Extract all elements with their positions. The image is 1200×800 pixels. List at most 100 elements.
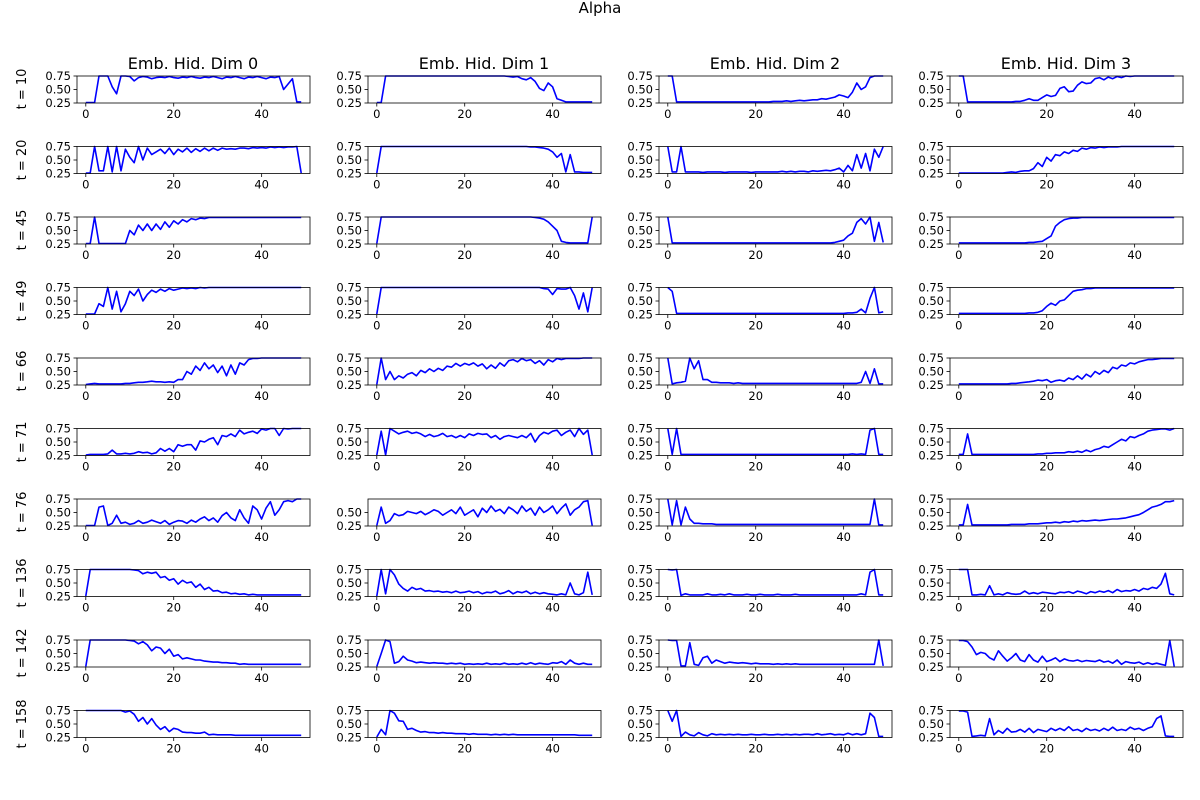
y-tick-label: 0.25: [336, 378, 362, 392]
x-tick-label: 40: [545, 530, 560, 544]
y-tick-label: 0.75: [45, 351, 71, 365]
x-tick-label: 40: [1127, 319, 1142, 333]
x-tick-label: 40: [254, 178, 269, 192]
x-tick-label: 0: [955, 107, 962, 121]
y-tick-label: 0.50: [627, 365, 653, 379]
x-tick-label: 20: [1039, 460, 1054, 474]
x-tick-label: 0: [373, 319, 380, 333]
series-line: [85, 709, 302, 737]
panel-r3-c3: 0 20 40 0.250.500.75: [918, 281, 1184, 333]
y-tick-label: 0.50: [918, 224, 944, 238]
x-tick-label: 0: [82, 389, 89, 403]
x-tick-label: 0: [373, 460, 380, 474]
axes-frame: [367, 710, 602, 738]
panel-r4-c3: 0 20 40 0.250.500.75: [918, 351, 1184, 403]
series-line: [376, 216, 593, 244]
series-line: [958, 568, 1175, 596]
axes-frame: [658, 287, 893, 315]
y-tick-label: 0.75: [336, 422, 362, 436]
series-line: [376, 75, 593, 104]
x-tick-label: 0: [955, 178, 962, 192]
y-tick-label: 0.25: [336, 96, 362, 110]
y-tick-label: 0.50: [336, 294, 362, 308]
y-tick-label: 0.25: [627, 308, 653, 322]
x-tick-label: 0: [955, 319, 962, 333]
panel-r7-c2: 0 20 40 0.250.500.75: [627, 563, 893, 615]
x-tick-label: 20: [166, 107, 181, 121]
column-titles: Emb. Hid. Dim 0 Emb. Hid. Dim 1 Emb. Hid…: [128, 54, 1131, 73]
x-tick-label: 20: [1039, 107, 1054, 121]
panel-r0-c1: 0 20 40 0.250.500.75: [336, 69, 602, 121]
y-tick-label: 0.50: [336, 647, 362, 661]
panel-r6-c0: 0 20 40 0.250.500.75: [45, 492, 311, 544]
axes-frame: [658, 216, 893, 245]
y-tick-label: 0.25: [627, 237, 653, 251]
y-tick-label: 0.50: [627, 647, 653, 661]
x-tick-label: 40: [254, 601, 269, 615]
x-tick-label: 20: [1039, 601, 1054, 615]
series-line: [85, 357, 302, 386]
axes-frame: [949, 710, 1184, 738]
y-tick-label: 0.25: [627, 167, 653, 181]
x-tick-label: 40: [836, 319, 851, 333]
y-tick-label: 0.25: [918, 308, 944, 322]
series-line: [958, 287, 1175, 315]
y-tick-label: 0.75: [918, 633, 944, 647]
axes-frame: [658, 428, 893, 456]
y-tick-label: 0.25: [336, 731, 362, 745]
panel-r6-c3: 0 20 40 0.250.500.75: [918, 492, 1184, 544]
y-tick-label: 0.50: [627, 83, 653, 97]
y-tick-label: 0.75: [627, 351, 653, 365]
y-tick-label: 0.50: [336, 365, 362, 379]
series-line: [667, 568, 884, 597]
x-tick-label: 20: [748, 530, 763, 544]
y-tick-label: 0.25: [336, 308, 362, 322]
y-tick-label: 0.75: [627, 492, 653, 506]
panel-r2-c1: 0 20 40 0.250.500.75: [336, 210, 602, 262]
y-tick-label: 0.75: [336, 140, 362, 154]
x-tick-label: 20: [748, 389, 763, 403]
panel-r9-c3: 0 20 40 0.250.500.75: [918, 704, 1184, 756]
x-tick-label: 20: [457, 319, 472, 333]
axes-frame: [367, 287, 602, 315]
series-line: [667, 286, 884, 315]
x-tick-label: 40: [254, 107, 269, 121]
y-tick-label: 0.25: [45, 449, 71, 463]
y-tick-label: 0.75: [627, 281, 653, 295]
x-tick-label: 0: [373, 601, 380, 615]
series-line: [376, 639, 593, 667]
y-tick-label: 0.50: [627, 506, 653, 520]
x-tick-label: 40: [545, 460, 560, 474]
y-tick-label: 0.25: [627, 378, 653, 392]
y-tick-label: 0.25: [918, 96, 944, 110]
x-tick-label: 20: [748, 248, 763, 262]
panel-r1-c0: 0 20 40 0.250.500.75: [45, 140, 311, 192]
panel-r5-c2: 0 20 40 0.250.500.75: [627, 422, 893, 474]
series-line: [376, 568, 593, 597]
y-tick-label: 0.75: [918, 69, 944, 83]
x-tick-label: 20: [1039, 671, 1054, 685]
y-tick-label: 0.75: [918, 563, 944, 577]
series-line: [85, 145, 302, 174]
y-tick-label: 0.25: [336, 519, 362, 533]
axes-frame: [76, 287, 311, 315]
y-tick-label: 0.75: [627, 210, 653, 224]
x-tick-label: 20: [166, 530, 181, 544]
y-tick-label: 0.25: [918, 731, 944, 745]
axes-frame: [76, 569, 311, 597]
x-tick-label: 0: [373, 389, 380, 403]
x-tick-label: 40: [545, 389, 560, 403]
column-title-dim-0: Emb. Hid. Dim 0: [128, 54, 258, 73]
y-tick-label: 0.75: [45, 210, 71, 224]
series-line: [667, 145, 884, 174]
row-label-t142: t = 142: [15, 628, 30, 677]
y-tick-label: 0.50: [45, 224, 71, 238]
panel-r4-c2: 0 20 40 0.250.500.75: [627, 351, 893, 403]
column-title-dim-1: Emb. Hid. Dim 1: [419, 54, 549, 73]
axes-frame: [658, 357, 893, 386]
x-tick-label: 40: [545, 248, 560, 262]
x-tick-label: 0: [373, 671, 380, 685]
x-tick-label: 0: [82, 248, 89, 262]
x-tick-label: 40: [545, 178, 560, 192]
series-line: [958, 145, 1175, 174]
